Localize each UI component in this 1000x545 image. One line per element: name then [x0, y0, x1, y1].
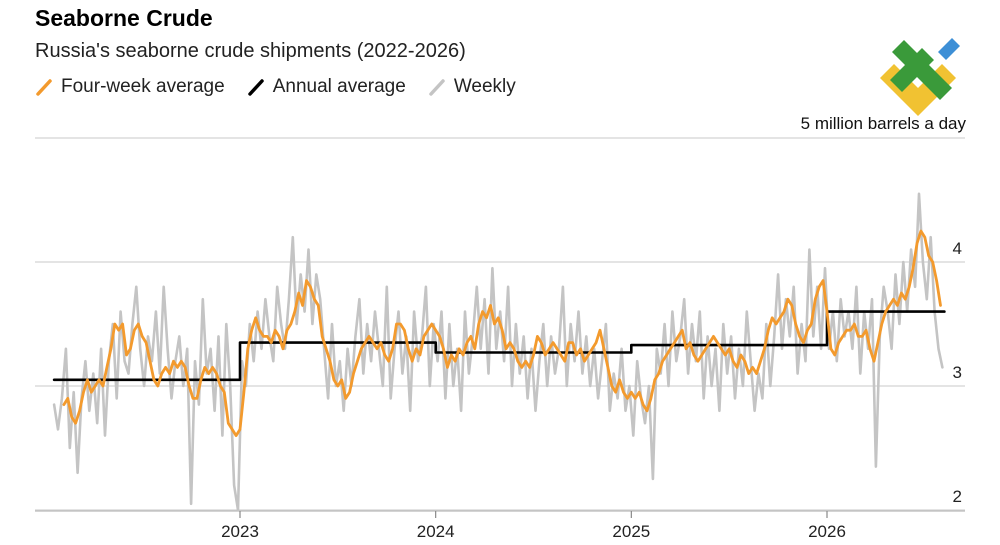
legend-item-weekly: Weekly	[428, 76, 516, 98]
x-tick-label-2024: 2024	[417, 522, 455, 541]
legend-label-weekly: Weekly	[453, 76, 516, 97]
y-tick-label-4: 4	[953, 239, 962, 258]
legend-swatch-weekly	[429, 79, 445, 96]
series-line-weekly	[52, 192, 944, 512]
y-tick-label-3: 3	[953, 363, 962, 382]
broker-logo-icon	[880, 38, 960, 116]
x-tick-label-2023: 2023	[221, 522, 259, 541]
y-axis-unit-label: 5 million barrels a day	[800, 114, 966, 133]
y-tick-label-2: 2	[953, 487, 962, 506]
grid-layer	[35, 137, 965, 518]
legend-swatch-four-week-average	[36, 79, 52, 96]
label-layer: 4 3 2 2023 2024 2025 2026	[221, 239, 962, 541]
legend: Four-week average Annual average Weekly	[35, 76, 538, 98]
series-layer	[52, 192, 946, 512]
legend-item-four-week-average: Four-week average	[35, 76, 225, 98]
legend-swatch-annual-average	[247, 79, 264, 96]
chart-subtitle: Russia's seaborne crude shipments (2022-…	[35, 40, 466, 62]
series-line-four-week	[62, 229, 942, 437]
legend-label-four-week-average: Four-week average	[61, 76, 225, 97]
chart-title: Seaborne Crude	[35, 5, 213, 31]
legend-item-annual-average: Annual average	[247, 76, 406, 98]
legend-label-annual-average: Annual average	[272, 76, 406, 97]
x-tick-label-2025: 2025	[612, 522, 650, 541]
x-tick-label-2026: 2026	[808, 522, 846, 541]
